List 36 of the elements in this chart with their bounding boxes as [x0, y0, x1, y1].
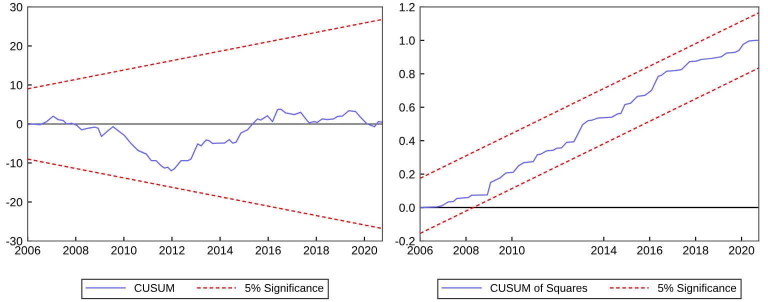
- y-tick-label: 0: [16, 120, 22, 128]
- y-tick-label: 0.6: [399, 103, 415, 112]
- y-tick-label: 0.0: [399, 204, 415, 212]
- y-tick-label: 0.4: [399, 136, 415, 146]
- legend-label: 5% Significance: [245, 284, 324, 294]
- line-series: [28, 108, 382, 172]
- x-tick-label: 2016: [637, 246, 662, 255]
- x-tick-label: 2008: [453, 246, 479, 255]
- x-tick-label: 2018: [683, 246, 708, 255]
- y-tick-label: 0.2: [399, 170, 415, 179]
- y-tick-label: 1.2: [400, 2, 415, 12]
- x-tick-label: 2006: [408, 246, 433, 255]
- x-tick-label: 2012: [159, 246, 185, 255]
- y-tick-label: -30: [6, 237, 22, 246]
- x-tick-label: 2014: [591, 246, 617, 255]
- x-tick-label: 2014: [208, 246, 233, 255]
- line-series: [420, 40, 758, 208]
- x-tick-label: 2016: [256, 246, 281, 255]
- y-tick-label: -0.2: [395, 237, 415, 246]
- x-tick-label: 2008: [63, 246, 88, 255]
- y-tick-label: 10: [10, 80, 22, 90]
- y-tick-label: 1.0: [400, 36, 415, 45]
- y-tick-label: -10: [6, 159, 22, 168]
- y-tick-label: 30: [10, 2, 22, 12]
- legend-label: CUSUM of Squares: [490, 284, 588, 294]
- x-tick-label: 2020: [352, 246, 378, 255]
- y-tick-label: 0.8: [399, 70, 415, 78]
- y-tick-label: -20: [6, 198, 22, 206]
- x-tick-label: 2010: [499, 246, 525, 255]
- x-tick-label: 2018: [304, 246, 329, 255]
- y-tick-label: 20: [10, 42, 22, 50]
- x-tick-label: 2006: [15, 246, 40, 255]
- legend-label: CUSUM: [134, 284, 174, 292]
- x-tick-label: 2010: [111, 246, 137, 255]
- x-tick-label: 2020: [729, 246, 754, 255]
- legend-label: 5% Significance: [658, 284, 736, 294]
